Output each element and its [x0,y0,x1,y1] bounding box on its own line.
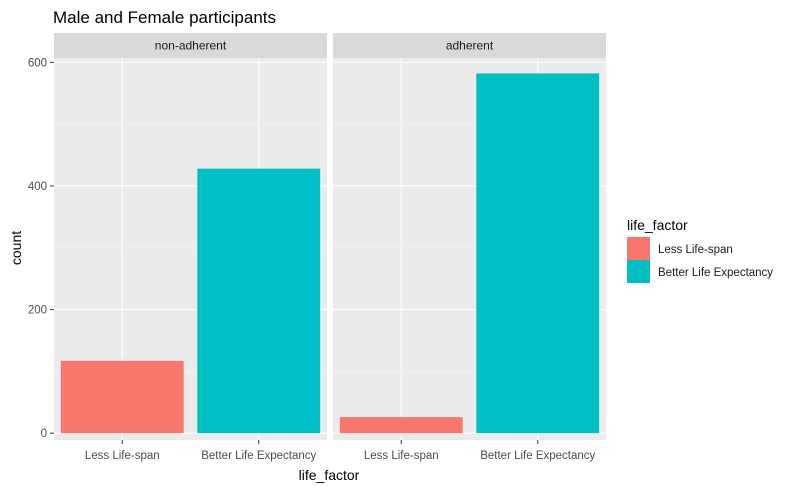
facet-panel-adherent: adherent [333,33,606,440]
facet-strip-label: non-adherent [155,39,227,53]
bar-non-adherent-1 [197,168,321,434]
legend-item-0: Less Life-span [627,237,733,260]
facet-strip-label: adherent [446,39,494,53]
y-axis-title: count [8,231,24,265]
y-axis: 0 200 400 600 [28,57,54,440]
y-tick-label: 200 [28,305,47,317]
y-tick-label: 600 [28,57,47,69]
bar-adherent-1 [476,73,600,434]
x-tick-label: Less Life-span [364,450,439,462]
x-axis-title: life_factor [299,467,360,483]
legend-label: Better Life Expectancy [658,267,773,279]
facet-strip [333,33,606,58]
legend-title: life_factor [627,217,688,233]
legend-item-1: Better Life Expectancy [627,260,773,283]
legend: life_factor Less Life-span Better Life Ex… [627,217,773,283]
facet-strip [54,33,327,58]
bar-non-adherent-0 [60,360,184,434]
legend-swatch [627,237,650,260]
x-tick-label: Less Life-span [85,450,160,462]
y-tick-label: 0 [41,428,47,440]
legend-label: Less Life-span [658,244,733,256]
legend-swatch [627,260,650,283]
bar-adherent-0 [339,417,463,434]
chart-title: Male and Female participants [53,8,276,27]
x-tick-label: Better Life Expectancy [201,450,316,462]
facet-panels: non-adherent adherent [54,33,606,440]
x-tick-label: Better Life Expectancy [480,450,595,462]
y-tick-label: 400 [28,181,47,193]
facet-panel-non-adherent: non-adherent [54,33,327,440]
x-axis: Less Life-span Better Life Expectancy Less… [85,440,596,462]
